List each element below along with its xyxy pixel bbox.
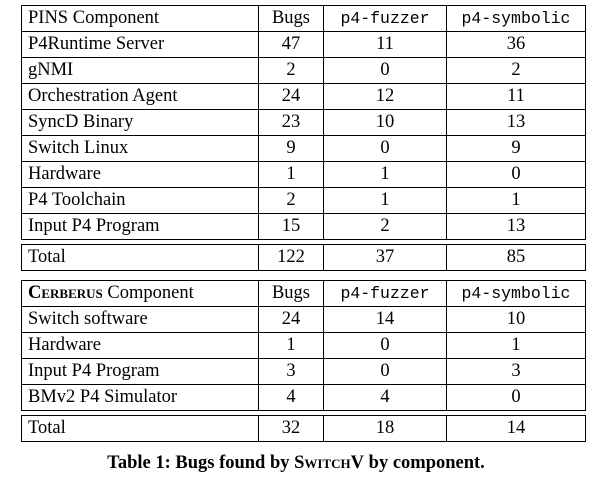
symbolic-cell: 0 bbox=[446, 384, 586, 411]
fuzzer-cell: 0 bbox=[323, 57, 447, 84]
symbolic-cell: 36 bbox=[446, 31, 586, 58]
component-cell: Switch software bbox=[21, 306, 259, 333]
total-row: Total 32 18 14 bbox=[21, 415, 586, 442]
bugs-cell: 1 bbox=[258, 332, 324, 359]
table-row: Hardware 1 1 0 bbox=[21, 161, 586, 188]
table-row: BMv2 P4 Simulator 4 4 0 bbox=[21, 384, 586, 411]
bugs-cell: 24 bbox=[258, 83, 324, 110]
component-cell: Input P4 Program bbox=[21, 358, 259, 385]
table-row: Hardware 1 0 1 bbox=[21, 332, 586, 359]
table-row: SyncD Binary 23 10 13 bbox=[21, 109, 586, 136]
symbolic-cell: 10 bbox=[446, 306, 586, 333]
cerberus-header-suffix: Component bbox=[102, 283, 194, 303]
total-bugs: 32 bbox=[258, 415, 324, 442]
symbolic-cell: 1 bbox=[446, 187, 586, 214]
total-fuzzer: 18 bbox=[323, 415, 447, 442]
bugs-cell: 1 bbox=[258, 161, 324, 188]
symbolic-cell: 2 bbox=[446, 57, 586, 84]
component-cell: Hardware bbox=[21, 332, 259, 359]
table-row: P4Runtime Server 47 11 36 bbox=[21, 31, 586, 58]
fuzzer-cell: 0 bbox=[323, 135, 447, 162]
cerberus-header-row: Cerberus Component Bugs p4-fuzzer p4-sym… bbox=[21, 280, 586, 307]
total-symbolic: 14 bbox=[446, 415, 586, 442]
bugs-cell: 15 bbox=[258, 213, 324, 240]
pins-header-prefix: PINS bbox=[28, 8, 69, 28]
total-label: Total bbox=[21, 415, 259, 442]
cerberus-component-header: Cerberus Component bbox=[21, 280, 259, 307]
fuzzer-cell: 14 bbox=[323, 306, 447, 333]
symbolic-cell: 9 bbox=[446, 135, 586, 162]
bugs-cell: 3 bbox=[258, 358, 324, 385]
pins-symbolic-header: p4-symbolic bbox=[446, 5, 586, 32]
fuzzer-cell: 0 bbox=[323, 358, 447, 385]
table-row: P4 Toolchain 2 1 1 bbox=[21, 187, 586, 214]
component-cell: gNMI bbox=[21, 57, 259, 84]
component-cell: Orchestration Agent bbox=[21, 83, 259, 110]
caption-system-name: SwitchV bbox=[294, 453, 365, 473]
component-cell: P4Runtime Server bbox=[21, 31, 259, 58]
fuzzer-cell: 4 bbox=[323, 384, 447, 411]
bugs-cell: 47 bbox=[258, 31, 324, 58]
tables-container: PINS Component Bugs p4-fuzzer p4-symboli… bbox=[21, 5, 586, 442]
cerberus-bugs-header: Bugs bbox=[258, 280, 324, 307]
pins-header-row: PINS Component Bugs p4-fuzzer p4-symboli… bbox=[21, 5, 586, 32]
symbolic-cell: 1 bbox=[446, 332, 586, 359]
component-cell: Hardware bbox=[21, 161, 259, 188]
fuzzer-cell: 10 bbox=[323, 109, 447, 136]
fuzzer-cell: 11 bbox=[323, 31, 447, 58]
symbolic-cell: 13 bbox=[446, 213, 586, 240]
component-cell: Switch Linux bbox=[21, 135, 259, 162]
bugs-cell: 9 bbox=[258, 135, 324, 162]
caption-prefix: Table 1: Bugs found by bbox=[107, 453, 295, 473]
table-spacer bbox=[21, 271, 571, 280]
total-fuzzer: 37 bbox=[323, 244, 447, 271]
table-row: Switch software 24 14 10 bbox=[21, 306, 586, 333]
table-row: Input P4 Program 3 0 3 bbox=[21, 358, 586, 385]
symbolic-cell: 13 bbox=[446, 109, 586, 136]
component-cell: Input P4 Program bbox=[21, 213, 259, 240]
pins-bugs-header: Bugs bbox=[258, 5, 324, 32]
pins-component-header: PINS Component bbox=[21, 5, 259, 32]
table-row: gNMI 2 0 2 bbox=[21, 57, 586, 84]
symbolic-cell: 0 bbox=[446, 161, 586, 188]
cerberus-table: Cerberus Component Bugs p4-fuzzer p4-sym… bbox=[21, 280, 586, 442]
table-row: Input P4 Program 15 2 13 bbox=[21, 213, 586, 240]
bugs-cell: 2 bbox=[258, 187, 324, 214]
bugs-cell: 2 bbox=[258, 57, 324, 84]
total-label: Total bbox=[21, 244, 259, 271]
fuzzer-cell: 0 bbox=[323, 332, 447, 359]
total-bugs: 122 bbox=[258, 244, 324, 271]
table-row: Orchestration Agent 24 12 11 bbox=[21, 83, 586, 110]
bugs-cell: 4 bbox=[258, 384, 324, 411]
total-row: Total 122 37 85 bbox=[21, 244, 586, 271]
cerberus-header-prefix: Cerberus bbox=[28, 283, 103, 303]
cerberus-fuzzer-header: p4-fuzzer bbox=[323, 280, 447, 307]
fuzzer-cell: 2 bbox=[323, 213, 447, 240]
component-cell: SyncD Binary bbox=[21, 109, 259, 136]
pins-table: PINS Component Bugs p4-fuzzer p4-symboli… bbox=[21, 5, 586, 271]
component-cell: BMv2 P4 Simulator bbox=[21, 384, 259, 411]
table-caption: Table 1: Bugs found by SwitchV by compon… bbox=[0, 453, 592, 474]
fuzzer-cell: 1 bbox=[323, 161, 447, 188]
fuzzer-cell: 12 bbox=[323, 83, 447, 110]
symbolic-cell: 3 bbox=[446, 358, 586, 385]
pins-header-suffix: Component bbox=[68, 8, 160, 28]
pins-fuzzer-header: p4-fuzzer bbox=[323, 5, 447, 32]
bugs-cell: 24 bbox=[258, 306, 324, 333]
fuzzer-cell: 1 bbox=[323, 187, 447, 214]
component-cell: P4 Toolchain bbox=[21, 187, 259, 214]
symbolic-cell: 11 bbox=[446, 83, 586, 110]
cerberus-symbolic-header: p4-symbolic bbox=[446, 280, 586, 307]
bugs-cell: 23 bbox=[258, 109, 324, 136]
total-symbolic: 85 bbox=[446, 244, 586, 271]
caption-suffix: by component. bbox=[364, 453, 485, 473]
table-row: Switch Linux 9 0 9 bbox=[21, 135, 586, 162]
